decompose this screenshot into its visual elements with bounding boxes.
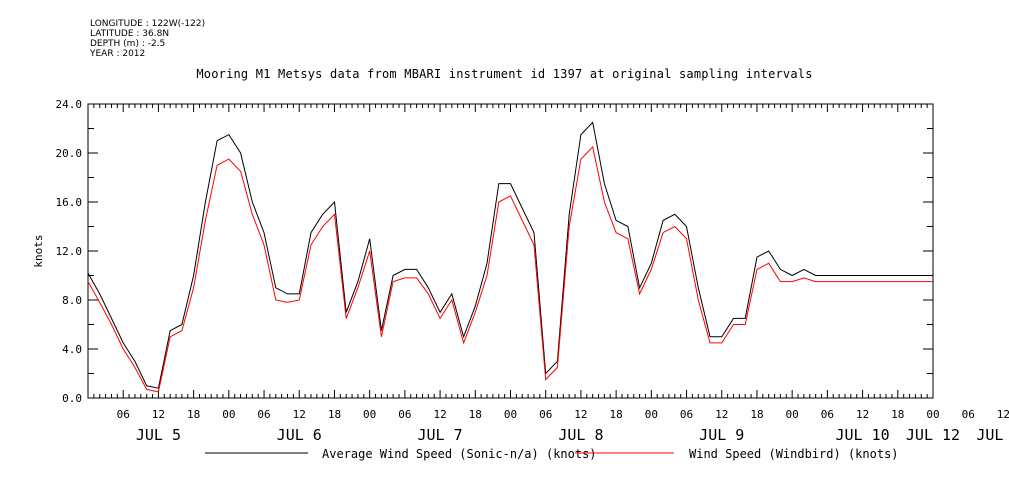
depth-text: DEPTH (m) : -2.5 [90,39,166,49]
y-axis-label: knots [32,234,45,267]
y-tick-label: 24.0 [56,98,83,111]
x-tick-label: 18 [891,408,904,421]
x-tick-label: 00 [926,408,939,421]
day-label: JUL 6 [277,426,322,444]
x-tick-label: 00 [786,408,799,421]
y-tick-label: 8.0 [62,294,82,307]
x-tick-label: 12 [856,408,869,421]
legend-label: Wind Speed (Windbird) (knots) [689,447,899,461]
x-tick-label: 18 [328,408,341,421]
latitude-text: LATITUDE : 36.8N [90,29,170,39]
x-tick-label: 12 [997,408,1009,421]
x-tick-label: 06 [257,408,270,421]
day-label: JUL 12 [906,426,960,444]
x-tick-label: 18 [187,408,200,421]
x-tick-label: 00 [363,408,376,421]
longitude-text: LONGITUDE : 122W(-122) [90,19,206,29]
y-tick-label: 12.0 [56,245,83,258]
y-tick-label: 16.0 [56,196,83,209]
x-tick-label: 12 [715,408,728,421]
year-text: YEAR : 2012 [90,49,146,59]
plot-frame [87,103,934,399]
day-label: JUL 11 [976,426,1009,444]
x-tick-label: 00 [645,408,658,421]
x-tick-label: 00 [504,408,517,421]
day-label: JUL 10 [835,426,889,444]
series-average-wind-speed [87,121,933,389]
chart-title: Mooring M1 Metsys data from MBARI instru… [196,67,813,81]
x-tick-label: 06 [539,408,552,421]
x-tick-label: 00 [222,408,235,421]
x-tick-label: 12 [433,408,446,421]
metadata-block: LONGITUDE : 122W(-122) LATITUDE : 36.8N … [90,19,205,59]
day-label: JUL 5 [136,426,181,444]
day-label: JUL 9 [699,426,744,444]
y-tick-label: 0.0 [62,392,82,405]
x-tick-label: 06 [821,408,834,421]
x-tick-label: 06 [117,408,130,421]
x-tick-label: 06 [398,408,411,421]
x-tick-label: 18 [469,408,482,421]
day-label: JUL 7 [418,426,463,444]
x-tick-label: 06 [680,408,693,421]
x-tick-label: 06 [962,408,975,421]
series-windbird-wind-speed [87,145,933,393]
x-tick-label: 12 [293,408,306,421]
x-tick-label: 18 [610,408,623,421]
y-tick-label: 20.0 [56,147,83,160]
y-tick-label: 4.0 [62,343,82,356]
x-tick-label: 12 [574,408,587,421]
x-tick-label: 12 [152,408,165,421]
day-label: JUL 8 [558,426,603,444]
legend-label: Average Wind Speed (Sonic-n/a) (knots) [322,447,597,461]
x-tick-label: 18 [750,408,763,421]
